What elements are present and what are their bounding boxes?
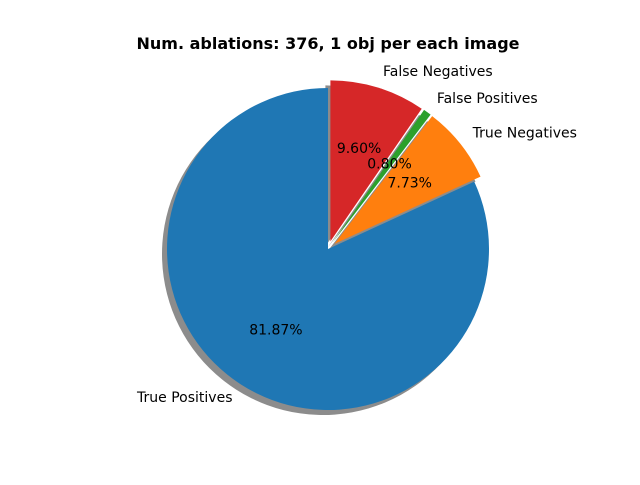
chart-title: Num. ablations: 376, 1 obj per each imag… — [136, 34, 519, 53]
pct-label-false-negatives: 9.60% — [337, 141, 381, 157]
pie-slice-true-positives — [167, 88, 489, 411]
pie-slice-false-negatives — [330, 80, 422, 242]
pct-label-false-positives: 0.80% — [367, 156, 411, 172]
slice-label-false-negatives: False Negatives — [383, 64, 493, 80]
slice-label-true-negatives: True Negatives — [472, 125, 577, 141]
slice-label-false-positives: False Positives — [437, 91, 538, 107]
pct-label-true-positives: 81.87% — [249, 322, 302, 338]
pct-label-true-negatives: 7.73% — [387, 176, 431, 192]
pie-slice-true-negatives — [334, 116, 481, 244]
pie-slice-false-positives — [332, 109, 431, 243]
slice-label-true-positives: True Positives — [136, 390, 232, 406]
pie-slice-layer — [167, 80, 489, 411]
pie-label-layer: True Positives 81.87% True Negatives 7.73% F… — [136, 64, 577, 406]
